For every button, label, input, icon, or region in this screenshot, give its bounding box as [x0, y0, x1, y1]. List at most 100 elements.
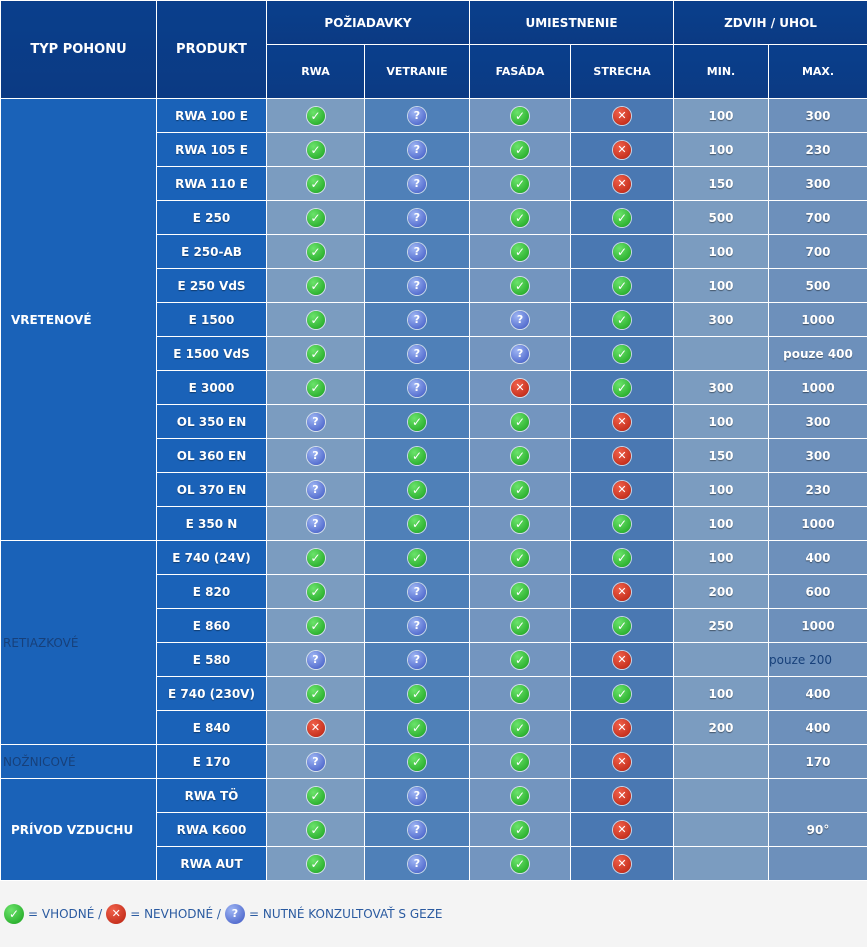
table-row: E 250 ✓? ✓ ✓ 500 700: [1, 200, 867, 235]
max-value: 230: [768, 132, 867, 167]
min-value: 300: [673, 302, 770, 337]
question-icon: ?: [408, 821, 426, 840]
min-value: 150: [673, 438, 770, 473]
cross-icon: ✕: [613, 413, 632, 432]
facade-cell: ✓: [469, 506, 572, 541]
rwa-cell: ✓: [266, 336, 365, 371]
check-icon: ✓: [408, 481, 426, 500]
roof-cell: ✕: [570, 778, 675, 813]
roof-cell: ✓: [570, 268, 675, 303]
question-icon: ?: [306, 447, 325, 466]
question-icon: ?: [408, 651, 426, 670]
check-icon: ✓: [408, 549, 426, 568]
legend: ✓ = VHODNÉ / ✕ = NEVHODNÉ / ? = NUTNÉ KO…: [4, 904, 447, 924]
min-value: 150: [673, 166, 770, 201]
question-icon: ?: [306, 481, 325, 500]
product-name: E 1500: [156, 302, 267, 337]
product-name: RWA 110 E: [156, 166, 267, 201]
table-row: E 840 ✕ ✓ ✓ ✕ 200 400: [1, 710, 867, 745]
product-name: E 250: [156, 200, 267, 235]
legend-unsuitable: = NEVHODNÉ /: [130, 907, 221, 921]
facade-cell: ✓: [469, 846, 572, 881]
min-value: 200: [673, 710, 770, 745]
header-product: PRODUKT: [156, 0, 267, 99]
product-compatibility-table: TYP POHONU PRODUKT POŽIADAVKY UMIESTNENI…: [0, 0, 867, 881]
ventilation-cell: ?: [363, 336, 471, 371]
table-row: OL 350 EN? ✓ ✓ ✕ 100 300: [1, 404, 867, 439]
roof-cell: ✕: [570, 166, 675, 201]
cross-icon: ✕: [613, 753, 632, 772]
max-value: [768, 778, 867, 813]
rwa-cell: ✓: [266, 676, 365, 711]
max-value: 600: [768, 574, 867, 609]
ventilation-cell: ✓: [363, 710, 471, 745]
check-icon: ✓: [613, 277, 632, 296]
cross-icon: ✕: [106, 904, 127, 924]
roof-cell: ✓: [570, 506, 675, 541]
check-icon: ✓: [511, 209, 530, 228]
roof-cell: ✕: [570, 472, 675, 507]
check-icon: ✓: [306, 175, 325, 194]
question-icon: ?: [408, 277, 426, 296]
rwa-cell: ✓: [266, 370, 365, 405]
roof-cell: ✕: [570, 438, 675, 473]
ventilation-cell: ✓: [363, 744, 471, 779]
max-value: 300: [768, 166, 867, 201]
check-icon: ✓: [306, 345, 325, 364]
product-name: E 1500 VdS: [156, 336, 267, 371]
min-value: 100: [673, 132, 770, 167]
header-rwa: RWA: [266, 44, 365, 99]
question-icon: ?: [408, 209, 426, 228]
rwa-cell: ✓: [266, 200, 365, 235]
header-min: MIN.: [673, 44, 770, 99]
ventilation-cell: ?: [363, 846, 471, 881]
product-name: E 250 VdS: [156, 268, 267, 303]
cross-icon: ✕: [613, 107, 632, 126]
check-icon: ✓: [511, 617, 530, 636]
question-icon: ?: [306, 651, 325, 670]
max-value: pouze 400: [768, 336, 867, 371]
check-icon: ✓: [306, 243, 325, 262]
ventilation-cell: ✓: [363, 438, 471, 473]
question-icon: ?: [408, 855, 426, 874]
check-icon: ✓: [511, 243, 530, 262]
roof-cell: ✓: [570, 336, 675, 371]
max-value: 90°: [768, 812, 867, 847]
ventilation-cell: ✓: [363, 404, 471, 439]
product-name: E 740 (24V): [156, 540, 267, 575]
cross-icon: ✕: [613, 821, 632, 840]
check-icon: ✓: [511, 447, 530, 466]
check-icon: ✓: [306, 855, 325, 874]
check-icon: ✓: [613, 515, 632, 534]
rwa-cell: ✓: [266, 166, 365, 201]
rwa-cell: ✓: [266, 98, 365, 133]
product-name: E 250-AB: [156, 234, 267, 269]
max-value: 170: [768, 744, 867, 779]
facade-cell: ?: [469, 336, 572, 371]
max-value: [768, 846, 867, 881]
roof-cell: ✓: [570, 676, 675, 711]
product-name: RWA TÖ: [156, 778, 267, 813]
facade-cell: ✓: [469, 642, 572, 677]
min-value: 300: [673, 370, 770, 405]
cross-icon: ✕: [613, 651, 632, 670]
facade-cell: ✕: [469, 370, 572, 405]
table-row: OL 360 EN? ✓ ✓ ✕ 150 300: [1, 438, 867, 473]
check-icon: ✓: [306, 549, 325, 568]
header-facade: FASÁDA: [469, 44, 572, 99]
ventilation-cell: ?: [363, 642, 471, 677]
facade-cell: ✓: [469, 98, 572, 133]
max-value: pouze 200: [768, 642, 867, 677]
check-icon: ✓: [613, 549, 632, 568]
table-row: RWA 105 E ✓? ✓ ✕ 100 230: [1, 132, 867, 167]
ventilation-cell: ?: [363, 98, 471, 133]
check-icon: ✓: [511, 855, 530, 874]
min-value: [673, 812, 770, 847]
product-name: RWA 105 E: [156, 132, 267, 167]
min-value: 100: [673, 234, 770, 269]
cross-icon: ✕: [613, 855, 632, 874]
min-value: 100: [673, 540, 770, 575]
rwa-cell: ✓: [266, 846, 365, 881]
table-row: RWA 110 E ✓? ✓ ✕ 150 300: [1, 166, 867, 201]
check-icon: ✓: [511, 753, 530, 772]
